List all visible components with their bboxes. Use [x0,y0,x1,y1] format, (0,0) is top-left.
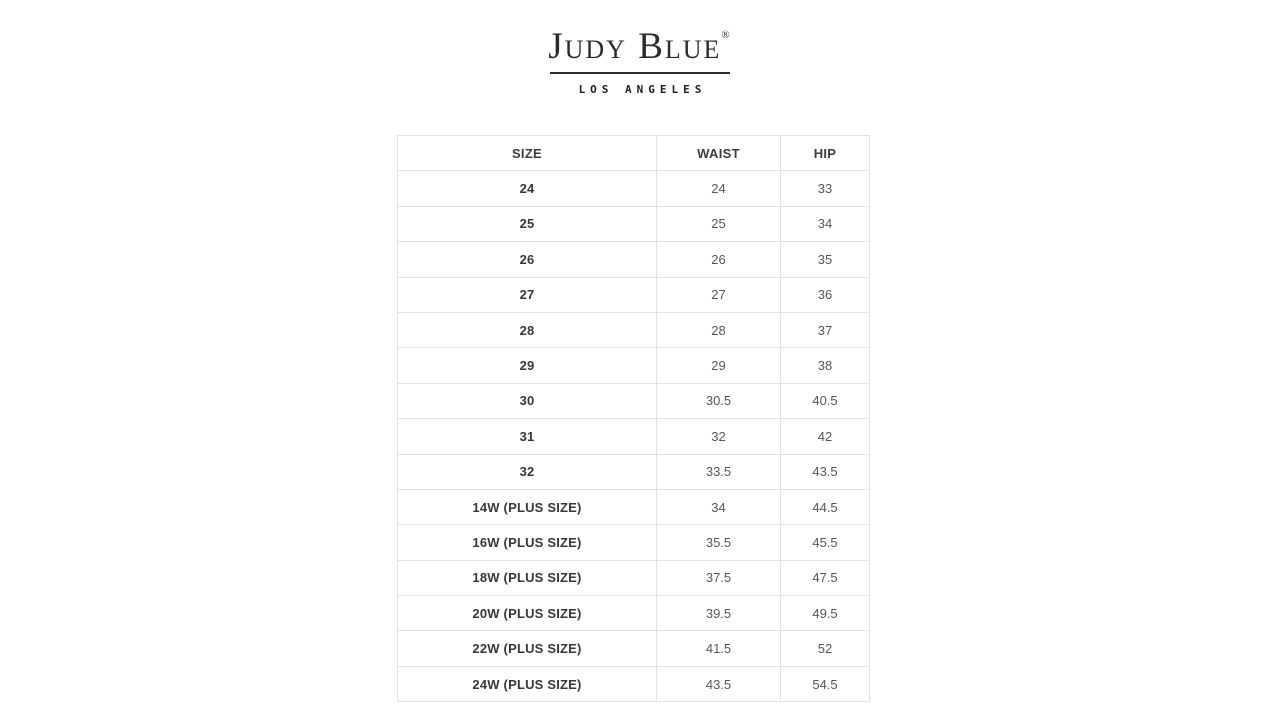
table-row: 25 25 34 [397,205,870,243]
waist-cell: 41.5 [656,630,781,667]
table-row: 27 27 36 [397,276,870,313]
size-cell: 28 [397,311,657,349]
registered-trademark-symbol: ® [721,29,732,41]
waist-cell: 28 [656,311,781,349]
size-cell: 32 [397,453,657,490]
hip-cell: 52 [780,630,870,667]
waist-cell: 29 [656,347,781,384]
table-row: 20W (PLUS SIZE) 39.5 49.5 [397,595,870,632]
hip-cell: 42 [780,418,870,455]
hip-cell: 33 [780,170,870,207]
table-row: 31 32 42 [397,418,870,455]
waist-cell: 39.5 [656,595,781,632]
table-row: 30 30.5 40.5 [397,382,870,420]
hip-cell: 44.5 [780,488,870,526]
size-cell: 30 [397,382,657,420]
waist-cell: 33.5 [656,453,781,490]
size-cell: 27 [397,276,657,313]
logo-divider-line [550,72,730,74]
waist-cell: 32 [656,418,781,455]
column-header-size: SIZE [397,134,657,172]
hip-cell: 43.5 [780,453,870,490]
column-header-hip: HIP [780,134,870,172]
waist-cell: 25 [656,205,781,243]
table-row: 14W (PLUS SIZE) 34 44.5 [397,488,870,526]
size-cell: 14W (PLUS SIZE) [397,488,657,526]
table-row: 18W (PLUS SIZE) 37.5 47.5 [397,559,870,597]
waist-cell: 34 [656,488,781,526]
waist-cell: 26 [656,241,781,278]
waist-cell: 37.5 [656,559,781,597]
table-row: 22W (PLUS SIZE) 41.5 52 [397,630,870,667]
table-row: 29 29 38 [397,347,870,384]
size-cell: 24W (PLUS SIZE) [397,665,657,703]
table-row: 32 33.5 43.5 [397,453,870,490]
table-row: 26 26 35 [397,241,870,278]
hip-cell: 49.5 [780,595,870,632]
brand-name: Judy Blue® [548,28,732,65]
hip-cell: 36 [780,276,870,313]
size-cell: 20W (PLUS SIZE) [397,595,657,632]
waist-cell: 30.5 [656,382,781,420]
brand-logo: Judy Blue® LOS ANGELES [0,28,1280,98]
size-cell: 29 [397,347,657,384]
hip-cell: 34 [780,205,870,243]
hip-cell: 45.5 [780,524,870,561]
size-chart-container: SIZE WAIST HIP 24 24 33 25 25 34 26 26 3… [397,134,870,703]
brand-name-text: Judy Blue [548,26,722,67]
hip-cell: 40.5 [780,382,870,420]
waist-cell: 27 [656,276,781,313]
column-header-waist: WAIST [656,134,781,172]
hip-cell: 54.5 [780,665,870,703]
hip-cell: 35 [780,241,870,278]
hip-cell: 47.5 [780,559,870,597]
size-cell: 22W (PLUS SIZE) [397,630,657,667]
hip-cell: 38 [780,347,870,384]
size-chart-body: 24 24 33 25 25 34 26 26 35 27 27 36 28 2… [397,170,870,703]
size-cell: 16W (PLUS SIZE) [397,524,657,561]
waist-cell: 35.5 [656,524,781,561]
brand-subtitle: LOS ANGELES [578,82,707,96]
table-row: 24W (PLUS SIZE) 43.5 54.5 [397,665,870,703]
waist-cell: 43.5 [656,665,781,703]
hip-cell: 37 [780,311,870,349]
table-row: 24 24 33 [397,170,870,207]
size-chart-table: SIZE WAIST HIP 24 24 33 25 25 34 26 26 3… [397,134,870,703]
size-chart-header-row: SIZE WAIST HIP [397,134,870,172]
table-row: 16W (PLUS SIZE) 35.5 45.5 [397,524,870,561]
size-cell: 25 [397,205,657,243]
table-row: 28 28 37 [397,311,870,349]
waist-cell: 24 [656,170,781,207]
size-cell: 24 [397,170,657,207]
size-cell: 18W (PLUS SIZE) [397,559,657,597]
size-cell: 31 [397,418,657,455]
size-cell: 26 [397,241,657,278]
